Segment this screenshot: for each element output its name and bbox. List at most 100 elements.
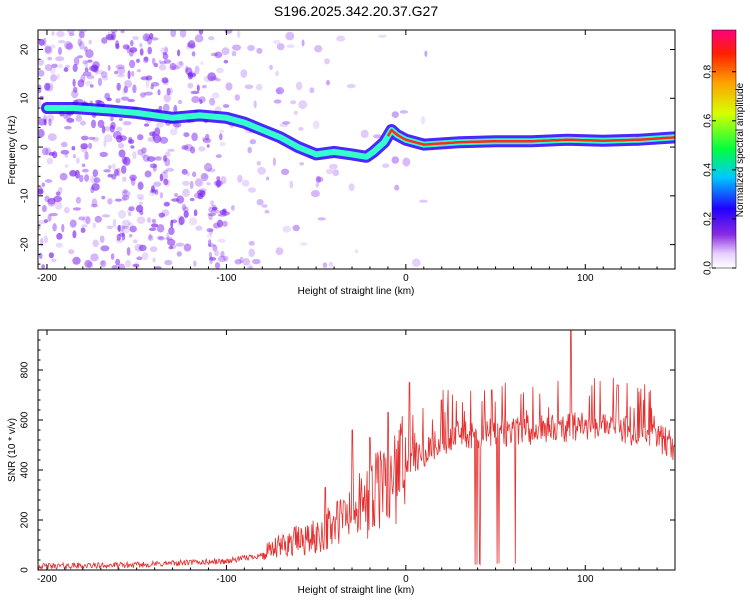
spectrogram-y-tick-label: -10 <box>20 188 31 203</box>
spectrogram-scatter-blob <box>46 114 55 122</box>
spectrogram-scatter-blob <box>234 94 240 101</box>
spectrogram-scatter-blob <box>210 52 219 57</box>
spectrogram-scatter-blob <box>49 44 56 49</box>
spectrogram-scatter-blob <box>38 128 45 138</box>
spectrogram-scatter-blob <box>158 59 162 64</box>
snr-y-label: SNR (10 * v/v) <box>7 418 18 482</box>
spectrogram-scatter-blob <box>394 184 400 191</box>
spectrogram-scatter-blob <box>176 195 185 204</box>
spectrogram-scatter-blob <box>128 136 133 144</box>
spectrogram-scatter-blob <box>140 92 146 98</box>
spectrogram-scatter-blob <box>145 79 150 89</box>
spectrogram-scatter-blob <box>159 192 164 199</box>
spectrogram-scatter-blob <box>276 43 285 51</box>
spectrogram-scatter-blob <box>187 40 196 49</box>
snr-y-tick-label: 400 <box>20 461 31 478</box>
spectrogram-scatter-blob <box>143 56 149 62</box>
spectrogram-scatter-blob <box>177 49 181 57</box>
spectrogram-scatter-blob <box>159 173 164 182</box>
spectrogram-scatter-blob <box>223 59 229 64</box>
spectrogram-scatter-blob <box>122 88 126 96</box>
spectrogram-scatter-blob <box>168 227 175 236</box>
spectrogram-scatter-blob <box>219 141 226 147</box>
spectrogram-scatter-blob <box>122 225 130 229</box>
spectrogram-scatter-blob <box>198 146 206 152</box>
spectrogram-scatter-blob <box>192 171 197 178</box>
spectrogram-scatter-blob <box>155 122 164 128</box>
spectrogram-scatter-blob <box>51 63 58 68</box>
spectrogram-scatter-blob <box>247 44 255 52</box>
spectrogram-scatter-blob <box>130 145 135 149</box>
spectrogram-scatter-blob <box>56 73 61 80</box>
spectrogram-scatter-blob <box>195 225 203 231</box>
spectrogram-scatter-blob <box>91 119 96 129</box>
spectrogram-scatter-blob <box>244 84 254 90</box>
spectrogram-scatter-blob <box>219 129 224 133</box>
spectrogram-scatter-blob <box>75 114 83 122</box>
spectrogram-scatter-blob <box>99 235 105 243</box>
spectrogram-scatter-blob <box>179 30 187 38</box>
spectrogram-scatter-blob <box>122 196 127 202</box>
spectrogram-scatter-blob <box>151 223 159 228</box>
spectrogram-scatter-blob <box>298 100 308 109</box>
spectrogram-scatter-blob <box>207 72 217 82</box>
spectrogram-scatter-blob <box>266 176 270 181</box>
chart-title: S196.2025.342.20.37.G27 <box>274 3 438 19</box>
spectrogram-scatter-blob <box>315 175 321 184</box>
spectrogram-scatter-blob <box>182 180 190 186</box>
spectrogram-scatter-blob <box>78 174 84 183</box>
spectrogram-scatter-blob <box>239 256 244 264</box>
spectrogram-scatter-blob <box>63 112 71 120</box>
spectrogram-scatter-blob <box>128 49 134 57</box>
spectrogram-scatter-blob <box>85 216 91 225</box>
spectrogram-scatter-blob <box>115 43 120 50</box>
spectrogram-scatter-blob <box>316 176 324 182</box>
spectrogram-scatter-blob <box>154 265 162 269</box>
snr-panel: -200 -100 0 100 0 200 400 600 800 Height of str… <box>7 329 676 596</box>
spectrogram-scatter-blob <box>175 60 185 69</box>
spectrogram-scatter-blob <box>126 247 131 256</box>
spectrogram-scatter-blob <box>194 65 200 74</box>
spectrogram-scatter-blob <box>90 64 99 73</box>
spectrogram-scatter-blob <box>373 134 382 139</box>
spectrogram-scatter-blob <box>38 100 42 108</box>
spectrogram-scatter-blob <box>137 134 144 141</box>
spectrogram-scatter-blob <box>171 198 180 202</box>
spectrogram-scatter-blob <box>66 118 75 123</box>
spectrogram-scatter-blob <box>194 178 203 187</box>
spectrogram-scatter-blob <box>139 42 143 48</box>
spectrogram-scatter-blob <box>210 209 220 214</box>
spectrogram-scatter-blob <box>167 148 175 152</box>
spectrogram-scatter-blob <box>165 237 173 241</box>
spectrogram-scatter-blob <box>54 201 63 210</box>
spectrogram-scatter-blob <box>82 215 91 224</box>
spectrogram-scatter-blob <box>281 168 290 175</box>
spectrogram-scatter-blob <box>51 31 55 36</box>
spectrogram-scatter-blob <box>424 50 428 57</box>
spectrogram-scatter-blob <box>116 167 121 177</box>
spectrogram-scatter-blob <box>232 44 241 51</box>
spectrogram-scatter-blob <box>137 181 144 190</box>
spectrogram-scatter-blob <box>142 33 151 42</box>
spectrogram-scatter-blob <box>207 212 216 217</box>
spectrogram-scatter-blob <box>145 75 153 81</box>
spectrogram-scatter-blob <box>129 225 137 233</box>
colorbar-tick-label: 0.6 <box>703 113 714 127</box>
spectrogram-scatter-blob <box>247 146 252 154</box>
spectrogram-scatter-blob <box>322 262 328 268</box>
spectrogram-scatter-blob <box>162 53 169 60</box>
spectrogram-scatter-blob <box>183 210 189 218</box>
spectrogram-scatter-blob <box>120 96 130 101</box>
spectrogram-scatter-blob <box>199 190 206 198</box>
spectrogram-scatter-blob <box>84 174 90 182</box>
spectrogram-scatter-blob <box>162 52 167 55</box>
spectrogram-scatter-blob <box>208 251 212 258</box>
spectrogram-scatter-blob <box>85 49 94 59</box>
spectrogram-scatter-blob <box>77 55 83 59</box>
spectrogram-x-label: Height of straight line (km) <box>298 286 415 297</box>
spectrogram-scatter-blob <box>191 96 200 103</box>
spectrogram-scatter-blob <box>225 82 233 91</box>
spectrogram-scatter-blob <box>190 90 200 95</box>
spectrogram-scatter-blob <box>151 218 157 224</box>
spectrogram-scatter-blob <box>107 198 113 205</box>
